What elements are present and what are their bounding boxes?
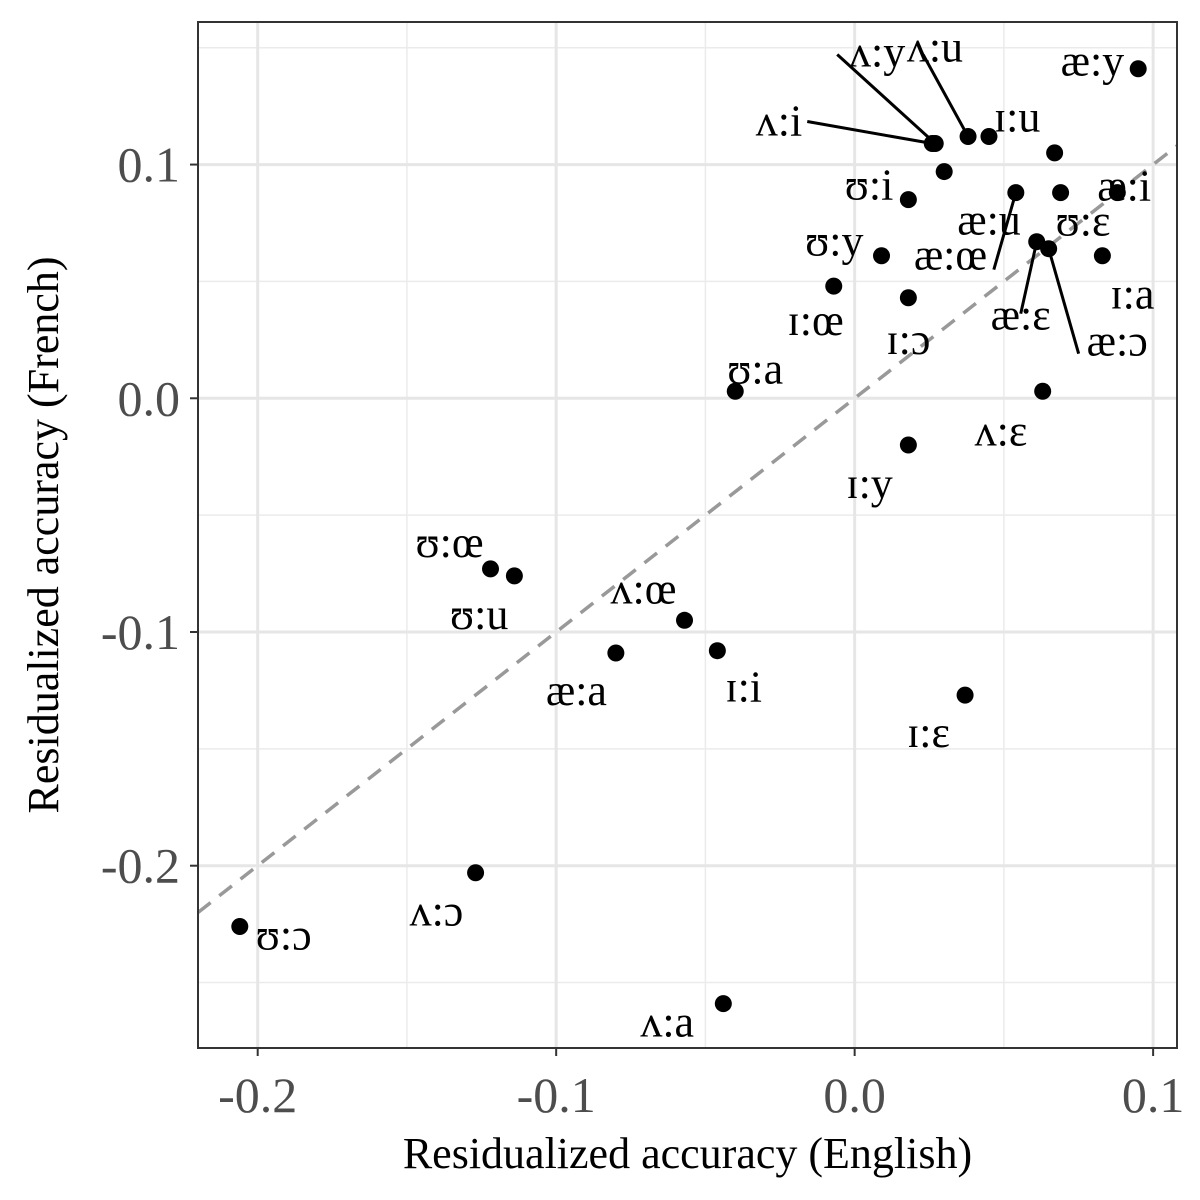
point-label: æ:ɔ	[1087, 317, 1148, 366]
data-point	[231, 917, 249, 935]
x-tick-label: -0.2	[218, 1067, 297, 1123]
point-label: ɪ:ɛ	[907, 708, 950, 757]
leader-line	[1047, 248, 1081, 355]
data-point	[1046, 144, 1064, 162]
data-point	[980, 128, 998, 146]
point-label: ʊ:i	[845, 161, 894, 210]
data-point	[1108, 184, 1126, 202]
y-tick-label: -0.1	[101, 604, 180, 660]
data-point	[1040, 240, 1058, 258]
x-tick-label: 0.1	[1122, 1067, 1185, 1123]
data-point	[1052, 184, 1070, 202]
major-gridlines	[198, 22, 1177, 1048]
leader-line	[1019, 241, 1039, 315]
data-point	[726, 382, 744, 400]
point-label: ɪ:œ	[788, 296, 844, 345]
data-point	[708, 642, 726, 660]
data-point	[873, 247, 891, 265]
point-label: ʌ:u	[907, 23, 963, 72]
leader-line	[921, 53, 970, 138]
leader-line	[836, 53, 937, 145]
point-label: æ:ɛ	[991, 291, 1051, 340]
data-point	[1093, 247, 1111, 265]
data-point	[1129, 60, 1147, 78]
y-tick-label: 0.0	[118, 370, 181, 426]
point-label: ɪ:y	[846, 459, 892, 508]
x-tick-label: -0.1	[517, 1067, 596, 1123]
identity-reference-line	[196, 144, 1179, 914]
y-axis-title: Residualized accuracy (French)	[19, 256, 68, 813]
y-axis-ticks: -0.2 -0.1 0.0 0.1	[101, 137, 198, 894]
x-axis-ticks: -0.2 -0.1 0.0 0.1	[218, 1048, 1184, 1123]
identity-line	[196, 144, 1179, 914]
data-point	[935, 163, 953, 181]
data-point	[923, 135, 941, 153]
panel-border	[197, 21, 1178, 1049]
point-label: æ:u	[957, 196, 1021, 245]
y-tick-label: -0.2	[101, 838, 180, 894]
point-label: ɪ:a	[1110, 270, 1154, 319]
data-point	[899, 289, 917, 307]
data-point	[899, 191, 917, 209]
point-labels: ʌ:y ʌ:u ʌ:i ɪ:u æ:y æ:i ʊ:i æ:u ʊ:ɛ ɪ:a ʊ:y æ:œ ɪ:œ ɪ…	[256, 23, 1155, 1047]
data-point	[714, 995, 732, 1013]
y-tick-label: 0.1	[118, 137, 181, 193]
point-label: ʊ:a	[727, 344, 783, 393]
data-point	[607, 644, 625, 662]
point-label: æ:y	[1061, 37, 1125, 86]
point-label: ʊ:ɛ	[1056, 197, 1111, 246]
point-label: ʌ:ɛ	[975, 406, 1028, 455]
minor-gridlines	[198, 22, 1177, 1048]
point-label: ʌ:i	[756, 97, 802, 146]
data-point	[1007, 184, 1025, 202]
data-point	[505, 567, 523, 585]
data-points	[231, 60, 1147, 1013]
data-point	[825, 277, 843, 295]
label-leader-lines	[806, 53, 1081, 355]
point-label: ʊ:y	[805, 217, 863, 266]
x-tick-label: 0.0	[823, 1067, 886, 1123]
x-axis-title: Residualized accuracy (English)	[403, 1129, 972, 1178]
data-point	[899, 436, 917, 454]
data-point	[676, 611, 694, 629]
point-label: ʊ:ɔ	[256, 910, 312, 959]
data-point	[956, 686, 974, 704]
point-label: æ:a	[546, 666, 607, 715]
point-label: æ:i	[1097, 162, 1151, 211]
data-point	[1034, 382, 1052, 400]
point-label: ʌ:œ	[611, 564, 677, 613]
data-point	[467, 864, 485, 882]
point-label: ʊ:œ	[416, 518, 484, 567]
data-point	[482, 560, 500, 578]
data-point	[959, 128, 977, 146]
point-label: ʌ:y	[849, 28, 905, 77]
point-label: ɪ:i	[725, 663, 762, 712]
leader-line	[992, 192, 1018, 271]
leader-line	[806, 120, 933, 146]
point-label: æ:œ	[914, 231, 987, 280]
point-label: ʊ:u	[450, 590, 508, 639]
point-label: ɪ:ɔ	[886, 315, 930, 364]
point-label: ʌ:a	[640, 998, 694, 1047]
point-label: ɪ:u	[994, 93, 1040, 142]
point-label: ʌ:ɔ	[410, 887, 464, 936]
